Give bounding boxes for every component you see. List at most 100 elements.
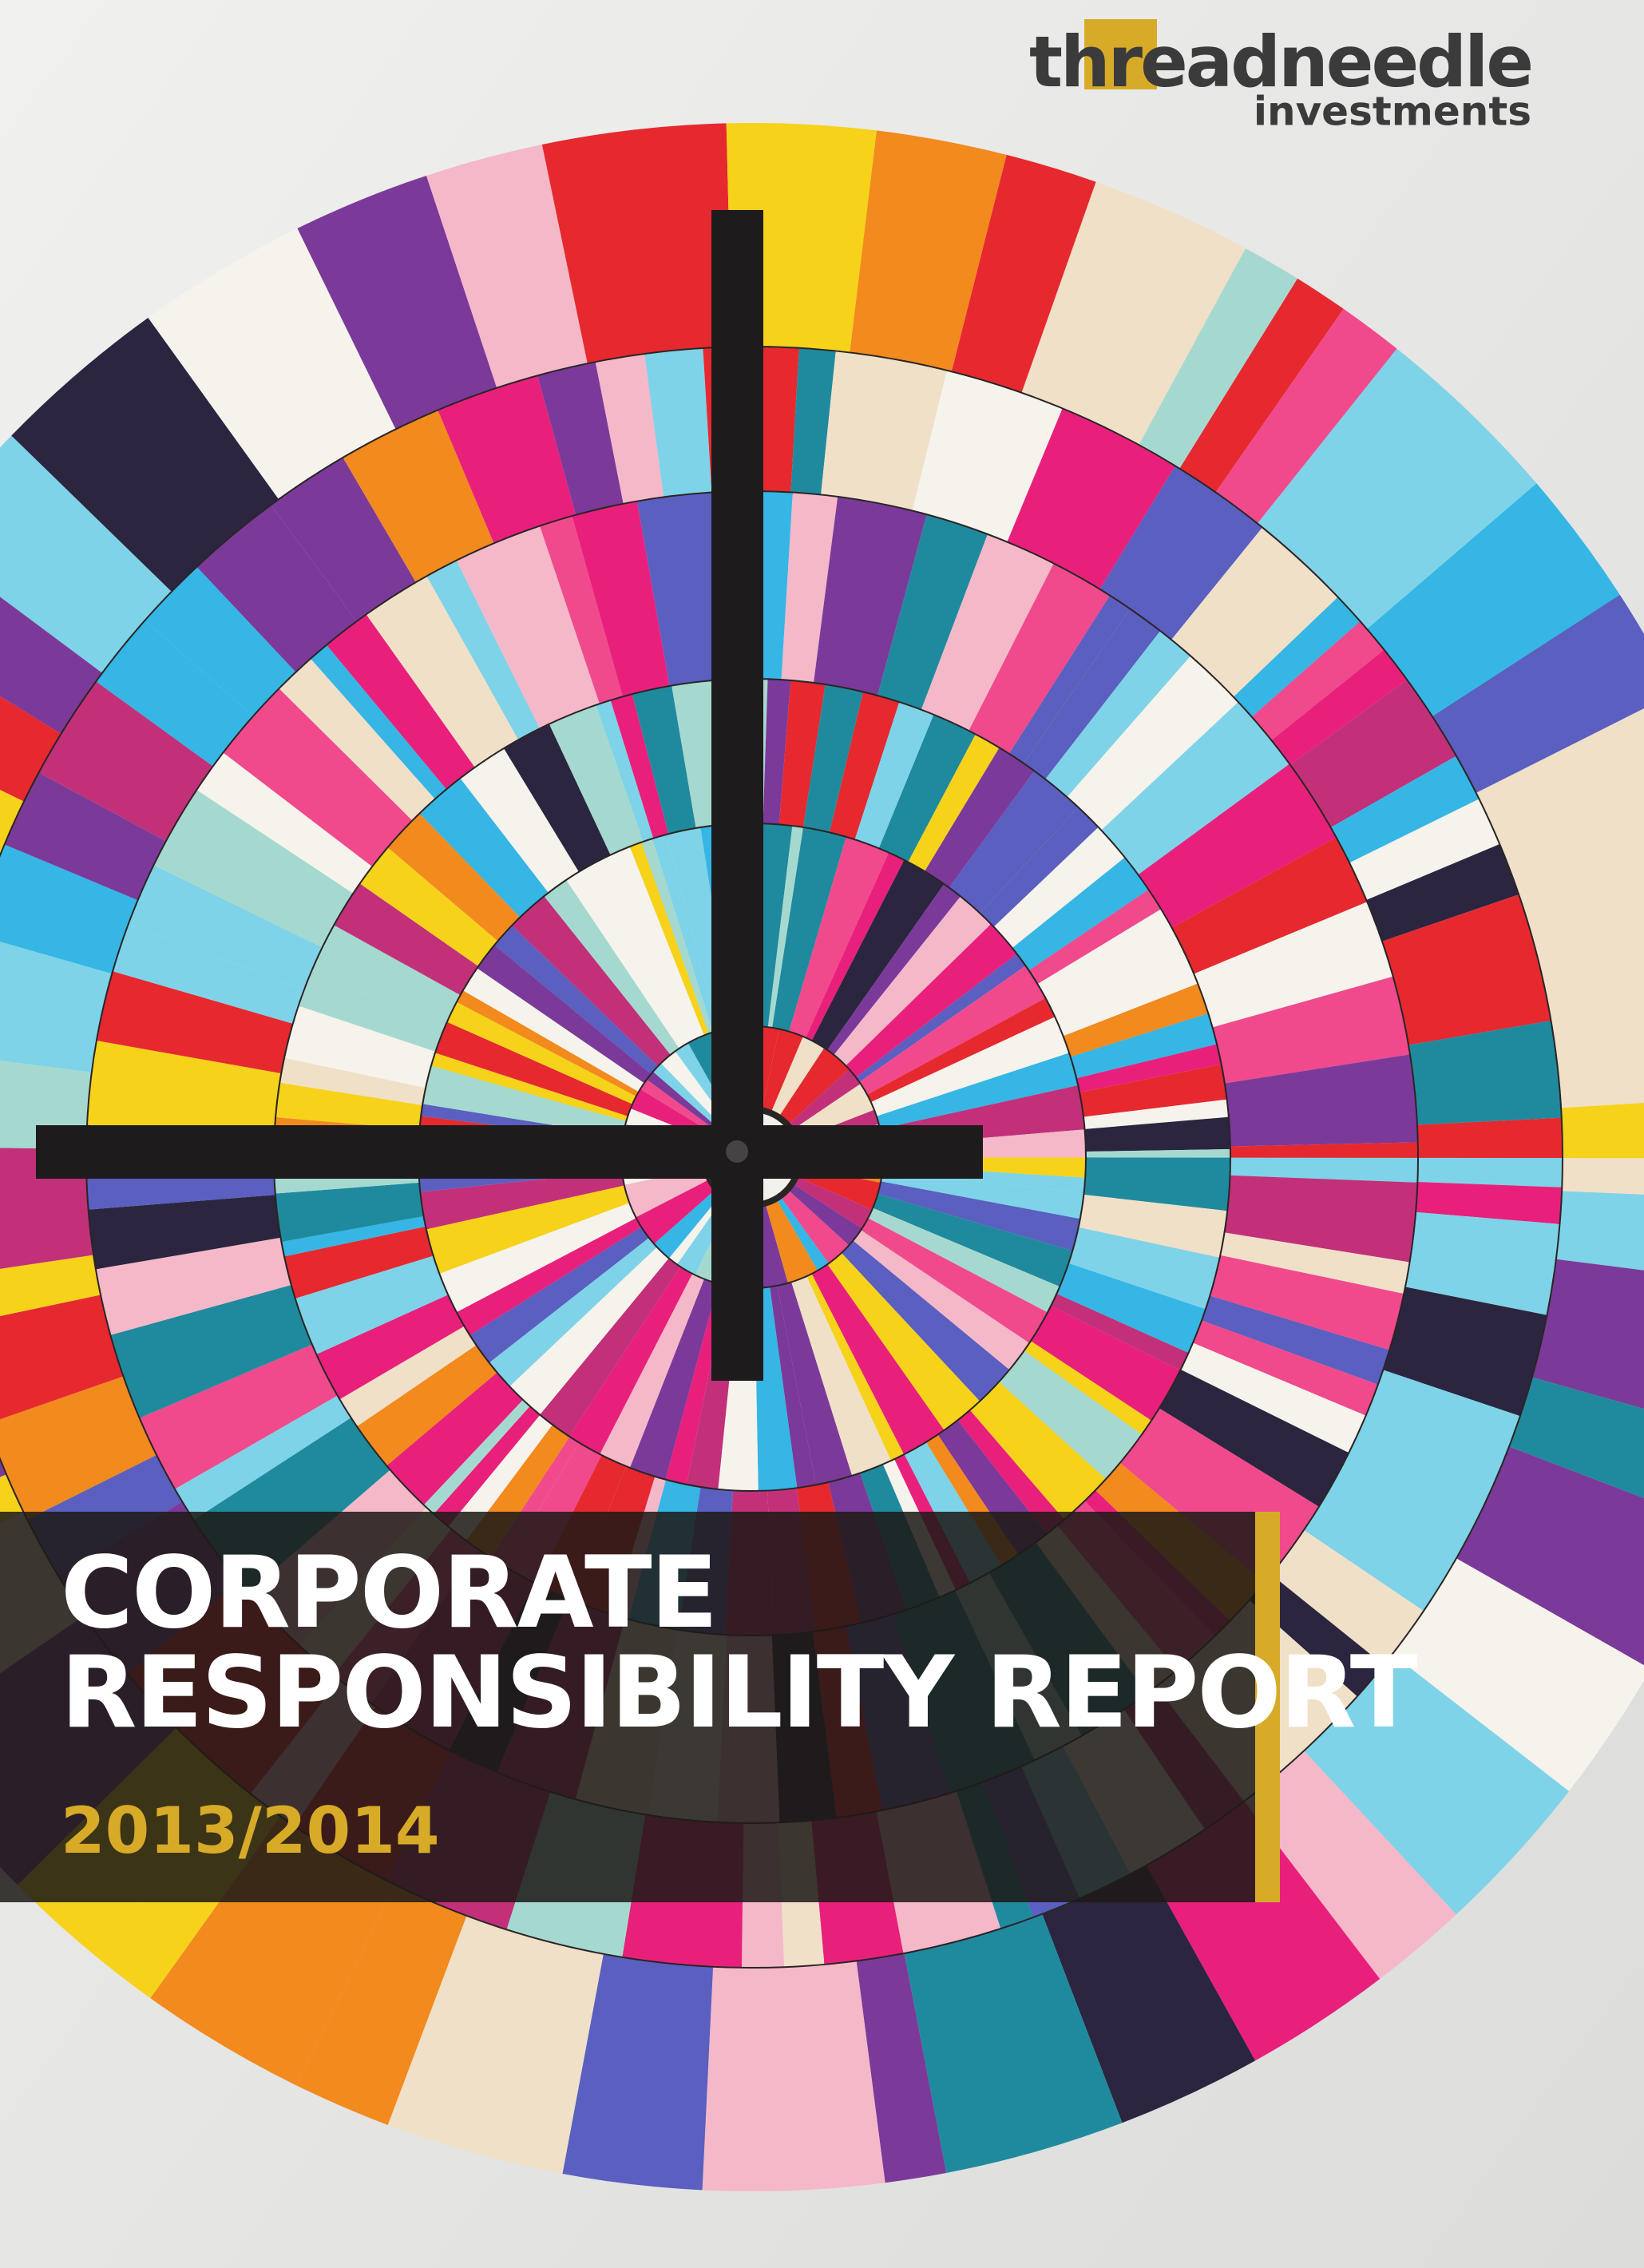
title-line: RESPONSIBILITY REPORT bbox=[61, 1636, 1417, 1751]
thread-segment bbox=[340, 1326, 477, 1426]
thread-segment bbox=[434, 1406, 541, 1526]
thread-segment bbox=[841, 1239, 1009, 1401]
thread-segment bbox=[665, 1283, 727, 1484]
logo-square bbox=[1084, 19, 1157, 89]
thread-segment bbox=[421, 1171, 625, 1230]
thread-segment bbox=[0, 1376, 157, 1520]
thread-segment bbox=[1137, 764, 1336, 928]
thread-segment bbox=[669, 1194, 725, 1264]
thread-segment bbox=[1192, 1320, 1377, 1416]
thread-segment bbox=[957, 1409, 1064, 1534]
thread-segment bbox=[113, 924, 305, 1025]
thread-segment bbox=[769, 1284, 816, 1488]
thread-segment bbox=[512, 896, 671, 1067]
thread-segment bbox=[877, 515, 988, 711]
thread-segment bbox=[1079, 1064, 1226, 1117]
thread-segment bbox=[327, 615, 476, 791]
thread-segment bbox=[1179, 1342, 1365, 1453]
thread-segment bbox=[311, 645, 447, 800]
thread-segment bbox=[470, 1226, 650, 1362]
thread-segment bbox=[826, 1252, 980, 1430]
thread-segment bbox=[426, 561, 541, 741]
thread-segment bbox=[1475, 708, 1644, 839]
thread-segment bbox=[275, 1182, 425, 1242]
thread-segment bbox=[855, 954, 1025, 1083]
thread-segment bbox=[572, 502, 670, 698]
thread-segment bbox=[197, 753, 373, 894]
thread-segment bbox=[852, 1229, 1029, 1370]
thread-segment bbox=[1431, 594, 1644, 794]
thread-segment bbox=[787, 1069, 861, 1131]
thread-segment bbox=[426, 1185, 631, 1274]
thread-segment bbox=[1561, 1157, 1644, 1195]
thread-artwork bbox=[0, 122, 1644, 2191]
thread-segment bbox=[297, 175, 497, 430]
thread-segment bbox=[504, 724, 612, 873]
thread-segment bbox=[1036, 909, 1175, 1002]
thread-segment bbox=[311, 925, 462, 1029]
thread-segment bbox=[880, 1171, 1083, 1219]
thread-segment bbox=[495, 926, 659, 1075]
thread-segment bbox=[357, 1344, 498, 1465]
thread-segment bbox=[778, 1049, 849, 1125]
year: 2013/2014 bbox=[61, 1794, 440, 1868]
thread-segment bbox=[624, 1167, 710, 1217]
thread-segment bbox=[282, 1215, 427, 1257]
thread-segment bbox=[1100, 702, 1289, 875]
thread-segment bbox=[1076, 1044, 1221, 1093]
thread-segment bbox=[435, 1022, 633, 1117]
thread-segment bbox=[811, 860, 944, 1051]
thread-segment bbox=[569, 1266, 693, 1454]
thread-segment bbox=[1531, 1259, 1644, 1410]
thread-segment bbox=[1056, 1263, 1206, 1353]
thread-segment bbox=[0, 1255, 101, 1317]
thread-segment bbox=[140, 1344, 339, 1489]
thread-segment bbox=[285, 1005, 437, 1088]
thread-segment bbox=[763, 680, 791, 826]
thread-segment bbox=[285, 1226, 434, 1299]
thread-segment bbox=[765, 1198, 818, 1283]
thread-segment bbox=[806, 1273, 904, 1461]
thread-segment bbox=[224, 688, 414, 867]
thread-segment bbox=[1229, 1142, 1418, 1158]
thread-segment bbox=[653, 1064, 719, 1126]
thread-segment bbox=[641, 839, 714, 1035]
thread-segment bbox=[1028, 890, 1161, 985]
thread-segment bbox=[595, 354, 664, 505]
thread-segment bbox=[1349, 799, 1499, 901]
thread-segment bbox=[296, 1884, 467, 2125]
thread-segment bbox=[97, 971, 294, 1074]
clock-hand-vertical bbox=[711, 210, 763, 1381]
thread-segment bbox=[1083, 1157, 1230, 1211]
thread-segment bbox=[420, 779, 549, 918]
thread-segment bbox=[1083, 1116, 1230, 1152]
thread-segment bbox=[1303, 1653, 1570, 1915]
thread-segment bbox=[448, 1414, 553, 1540]
thread-segment bbox=[607, 847, 705, 1041]
thread-segment bbox=[1270, 650, 1407, 766]
thread-segment bbox=[858, 965, 1045, 1096]
title-line: CORPORATE bbox=[61, 1536, 716, 1651]
thread-segment bbox=[1223, 1175, 1417, 1263]
logo-subtitle: investments bbox=[1254, 89, 1531, 135]
thread-segment bbox=[1257, 348, 1537, 630]
thread-segment bbox=[979, 807, 1098, 928]
thread-segment bbox=[424, 1399, 531, 1514]
thread-segment bbox=[781, 493, 838, 684]
thread-segment bbox=[845, 924, 1016, 1078]
thread-segment bbox=[777, 1281, 852, 1485]
thread-segment bbox=[992, 827, 1125, 949]
thread-segment bbox=[867, 1207, 1060, 1313]
thread-segment bbox=[366, 577, 519, 768]
thread-segment bbox=[1068, 1227, 1219, 1310]
thread-segment bbox=[96, 1237, 292, 1335]
thread-segment bbox=[1193, 902, 1392, 1028]
thread-segment bbox=[1416, 1117, 1562, 1159]
thread-segment bbox=[762, 1029, 803, 1113]
thread-segment bbox=[541, 123, 732, 365]
thread-segment bbox=[1023, 609, 1160, 780]
thread-segment bbox=[111, 1284, 313, 1418]
thread-segment bbox=[154, 790, 355, 948]
thread-segment bbox=[610, 695, 669, 839]
